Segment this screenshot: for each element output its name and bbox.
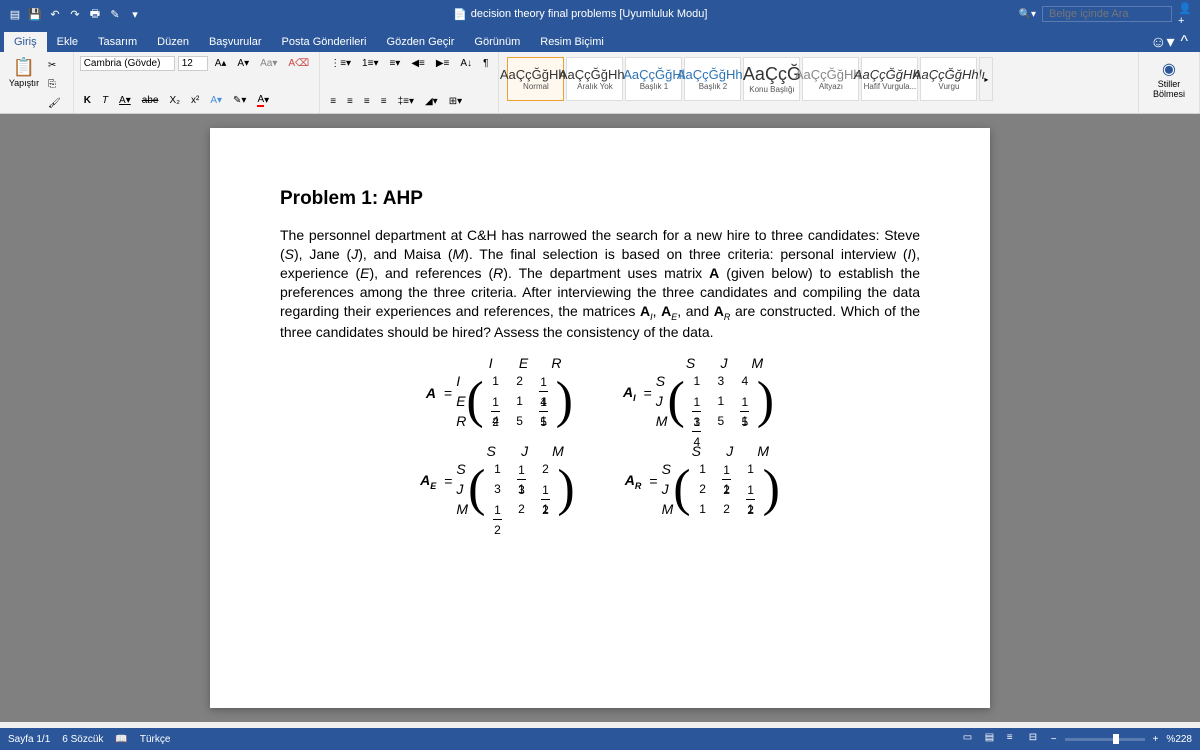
styles-pane-button[interactable]: ◉ Stiller Bölmesi [1145,55,1193,103]
shading-icon[interactable]: ◢▾ [421,93,442,110]
change-case-icon[interactable]: Aa▾ [256,55,281,72]
style-hafif-vurgula...[interactable]: AaÇçĞğHhlıHafif Vurgula... [861,57,918,101]
word-icon: 📄 [453,8,467,21]
clear-format-icon[interactable]: A⌫ [284,55,313,72]
decrease-indent-icon[interactable]: ◀≡ [407,55,429,72]
underline-button[interactable]: A▾ [115,92,135,109]
paragraph-group: ⋮≡▾ 1≡▾ ≡▾ ◀≡ ▶≡ A↓ ¶ ≡ ≡ ≡ ≡ ‡≡▾ ◢▾ ⊞▾ [320,52,499,113]
document-title: decision theory final problems [Uyumlulu… [471,8,708,20]
font-size-select[interactable] [178,56,208,71]
align-left-icon[interactable]: ≡ [326,93,340,110]
tab-görünüm[interactable]: Görünüm [464,32,530,52]
save-icon[interactable]: 💾 [28,7,42,21]
focus-view-icon[interactable]: ▭ [963,732,977,746]
matrix-E: AE = SJM SJM ( 113231121221 ) [420,443,575,519]
zoom-out-icon[interactable]: − [1051,734,1057,745]
ribbon: 📋 Yapıştır ✂ ⎘ 🖌 A▴ A▾ Aa▾ A⌫ K T A▾ abe… [0,52,1200,114]
web-layout-icon[interactable]: ≡ [1007,732,1021,746]
zoom-slider[interactable] [1065,738,1145,741]
tab-ekle[interactable]: Ekle [47,32,88,52]
nav-icon[interactable]: ▤ [8,7,22,21]
undo-icon[interactable]: ↶ [48,7,62,21]
tab-giriş[interactable]: Giriş [4,32,47,52]
grow-font-icon[interactable]: A▴ [211,55,231,72]
print-layout-icon[interactable]: ▤ [985,732,999,746]
multilevel-icon[interactable]: ≡▾ [385,55,404,72]
print-icon[interactable]: 🖶 [88,7,102,21]
qat-dropdown-icon[interactable]: ▾ [128,7,142,21]
zoom-in-icon[interactable]: + [1153,734,1159,745]
cut-icon[interactable]: ✂ [44,57,65,74]
style-normal[interactable]: AaÇçĞğHhlıNormal [507,57,564,101]
strike-button[interactable]: abe [138,92,163,109]
superscript-button[interactable]: x² [187,92,203,109]
clipboard-group: 📋 Yapıştır ✂ ⎘ 🖌 [0,52,74,113]
style-başlık-2[interactable]: AaÇçĞğHhlıBaşlık 2 [684,57,741,101]
titlebar: ▤ 💾 ↶ ↷ 🖶 ✎ ▾ 📄 decision theory final pr… [0,0,1200,28]
outline-view-icon[interactable]: ⊟ [1029,732,1043,746]
style-aralık-yok[interactable]: AaÇçĞğHhlıAralık Yok [566,57,623,101]
word-count[interactable]: 6 Sözcük [62,734,103,745]
paste-button[interactable]: 📋 Yapıştır [6,55,42,114]
zoom-level[interactable]: %228 [1166,734,1192,745]
copy-icon[interactable]: ⎘ [44,76,65,93]
matrix-A: A = IER IER ( 121412115451 ) [426,355,573,431]
page-indicator[interactable]: Sayfa 1/1 [8,734,50,745]
bullets-icon[interactable]: ⋮≡▾ [326,55,355,72]
share-icon[interactable]: 👤+ [1178,7,1192,21]
text-effects-icon[interactable]: A▾ [206,92,226,109]
highlight-icon[interactable]: ✎▾ [229,92,250,109]
language-indicator[interactable]: Türkçe [140,734,171,745]
numbering-icon[interactable]: 1≡▾ [358,55,382,72]
tab-tasarım[interactable]: Tasarım [88,32,147,52]
shrink-font-icon[interactable]: A▾ [233,55,253,72]
tab-gözden geçir[interactable]: Gözden Geçir [377,32,465,52]
bold-button[interactable]: K [80,92,95,109]
font-name-select[interactable] [80,56,175,71]
format-painter-icon[interactable]: 🖌 [44,95,65,112]
matrix-R: AR = SJM SJM ( 11212112121 ) [625,443,780,519]
matrix-row-2: AE = SJM SJM ( 113231121221 ) AR = SJM S… [280,443,920,519]
matrix-I: AI = SJM SJM ( 134131151451 ) [623,355,774,431]
style-konu-başlığı[interactable]: AaÇçĞKonu Başlığı [743,57,800,101]
italic-button[interactable]: T [98,92,112,109]
align-right-icon[interactable]: ≡ [360,93,374,110]
align-center-icon[interactable]: ≡ [343,93,357,110]
page[interactable]: Problem 1: AHP The personnel department … [210,128,990,708]
body-paragraph: The personnel department at C&H has narr… [280,226,920,341]
styles-pane-group: ◉ Stiller Bölmesi [1139,52,1200,113]
line-spacing-icon[interactable]: ‡≡▾ [394,93,418,110]
sort-icon[interactable]: A↓ [456,55,476,72]
subscript-button[interactable]: X₂ [165,92,184,109]
heading: Problem 1: AHP [280,188,920,210]
tab-düzen[interactable]: Düzen [147,32,199,52]
style-altyazı[interactable]: AaÇçĞğHhlıAltyazı [802,57,859,101]
style-vurgu[interactable]: AaÇçĞğHhlıVurgu [920,57,977,101]
style-başlık-1[interactable]: AaÇçĞğHlBaşlık 1 [625,57,682,101]
increase-indent-icon[interactable]: ▶≡ [432,55,454,72]
statusbar: Sayfa 1/1 6 Sözcük 📖 Türkçe ▭ ▤ ≡ ⊟ − + … [0,728,1200,750]
borders-icon[interactable]: ⊞▾ [445,93,466,110]
font-color-icon[interactable]: A▾ [253,91,273,110]
justify-icon[interactable]: ≡ [377,93,391,110]
tab-posta gönderileri[interactable]: Posta Gönderileri [272,32,377,52]
redo-icon[interactable]: ↷ [68,7,82,21]
emoji-icon[interactable]: ☺▾ [1150,32,1174,52]
font-group: A▴ A▾ Aa▾ A⌫ K T A▾ abe X₂ x² A▾ ✎▾ A▾ [74,52,320,113]
spellcheck-icon[interactable]: 📖 [115,734,127,745]
styles-more-icon[interactable]: ▸ [979,57,993,101]
search-input[interactable] [1042,6,1172,22]
show-marks-icon[interactable]: ¶ [479,55,492,72]
ribbon-tabs: GirişEkleTasarımDüzenBaşvurularPosta Gön… [0,28,1200,52]
document-area[interactable]: Problem 1: AHP The personnel department … [0,114,1200,722]
styles-group: AaÇçĞğHhlıNormalAaÇçĞğHhlıAralık YokAaÇç… [499,52,1139,113]
tab-başvurular[interactable]: Başvurular [199,32,272,52]
matrix-row-1: A = IER IER ( 121412115451 ) AI = SJM SJ… [280,355,920,431]
collapse-ribbon-icon[interactable]: ^ [1180,33,1188,51]
tab-resim biçimi[interactable]: Resim Biçimi [530,32,614,52]
edit-icon[interactable]: ✎ [108,7,122,21]
